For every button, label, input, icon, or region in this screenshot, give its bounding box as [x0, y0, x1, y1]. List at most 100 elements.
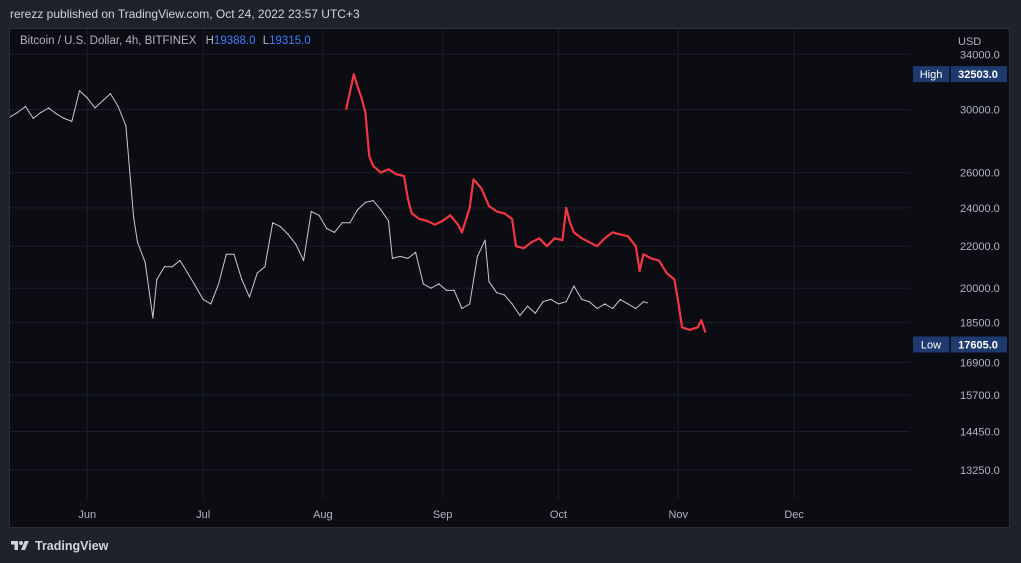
x-axis: Jun Jul Aug Sep Oct Nov Dec [78, 509, 804, 521]
series-point [407, 198, 409, 200]
series-point [453, 289, 455, 291]
series-point [511, 218, 513, 220]
series-point [689, 329, 691, 331]
series-point [619, 233, 621, 235]
series-point [650, 257, 652, 259]
series-point [241, 278, 243, 281]
series-point [542, 301, 544, 303]
x-tick-label: Sep [433, 509, 453, 521]
series-point [496, 210, 498, 213]
series-point [666, 272, 668, 274]
series-point [565, 301, 567, 303]
series-point [380, 172, 382, 174]
series-point [550, 298, 552, 300]
series-point [55, 113, 58, 115]
series-point [527, 305, 529, 307]
series-point [411, 212, 413, 214]
series-layer [10, 73, 707, 333]
low-label: L [262, 35, 270, 47]
x-tick-label: Nov [668, 509, 688, 521]
footer-brand: TradingView [35, 539, 109, 553]
series-point [418, 218, 420, 220]
series-point [573, 285, 575, 287]
y-tick-label: 13250.0 [960, 465, 1000, 477]
series-point [658, 259, 660, 262]
series-point [210, 303, 212, 305]
series-point [364, 201, 366, 203]
price-badge: Low 17605.0 [913, 336, 1007, 353]
price-badges: High 32503.0 Low 17605.0 [913, 66, 1007, 353]
series-point [349, 222, 351, 224]
series-point [171, 266, 173, 268]
chart-frame: USD 34000.0 30000.0 26000.0 24000.0 22000.0 20… [9, 28, 1010, 528]
series-point [538, 237, 540, 239]
series-point [503, 212, 505, 214]
series-point [673, 278, 676, 281]
series-point [357, 209, 359, 211]
high-label: H [205, 35, 214, 47]
series-point [341, 222, 343, 224]
series-point [596, 307, 598, 310]
series-point [588, 301, 591, 303]
price-badge: High 32503.0 [913, 66, 1007, 83]
series-point [426, 220, 428, 222]
series-point [596, 245, 598, 247]
footer[interactable]: TradingView [10, 536, 108, 556]
series-point [639, 270, 641, 272]
series-point [109, 93, 111, 95]
series-point [635, 245, 637, 247]
y-tick-label: 26000.0 [960, 168, 1000, 180]
series-point [442, 220, 444, 222]
series-point [372, 165, 374, 167]
series-point [554, 237, 556, 239]
series-point [604, 303, 606, 305]
chart-legend: Bitcoin / U.S. Dollar, 4h, BITFINEX H193… [20, 35, 311, 47]
series-point [353, 73, 355, 75]
series-point [349, 91, 351, 93]
series-point [422, 283, 424, 285]
price-series-line [10, 90, 648, 319]
series-point [233, 253, 235, 255]
series-point [476, 255, 478, 257]
series-point [565, 207, 567, 209]
series-point [218, 283, 220, 285]
series-point [581, 298, 583, 300]
series-point [179, 259, 181, 262]
series-point [511, 303, 513, 305]
series-point [78, 90, 81, 92]
publisher-line: rerezz published on TradingView.com, Oct… [10, 7, 360, 21]
series-point [612, 231, 614, 233]
projection-series-line [345, 73, 707, 333]
y-tick-label: 22000.0 [960, 241, 1000, 253]
series-point [681, 326, 683, 328]
y-tick-label: 18500.0 [960, 318, 1000, 330]
series-point [295, 243, 297, 245]
series-point [488, 281, 490, 283]
series-point [360, 97, 363, 99]
series-point [697, 326, 699, 328]
series-point [387, 220, 390, 222]
series-point [48, 107, 50, 109]
series-point [612, 307, 614, 310]
series-point [503, 294, 505, 296]
series-point [303, 259, 305, 262]
symbol-label: Bitcoin / U.S. Dollar, 4h, BITFINEX [20, 35, 197, 47]
price-badge-label: High [920, 69, 943, 81]
x-tick-label: Oct [550, 509, 567, 521]
series-point [372, 200, 374, 202]
y-tick-label: 20000.0 [960, 283, 1000, 295]
series-point [635, 307, 637, 310]
y-tick-label: 30000.0 [960, 104, 1000, 116]
series-point [264, 266, 266, 268]
y-axis-currency-label: USD [958, 36, 981, 48]
series-point [24, 105, 27, 108]
y-tick-label: 34000.0 [960, 49, 1000, 61]
series-point [642, 301, 645, 303]
series-point [627, 235, 629, 237]
series-point [102, 100, 104, 102]
series-point [469, 207, 471, 209]
series-point [488, 205, 490, 207]
series-point [573, 231, 575, 233]
series-point [40, 111, 42, 113]
